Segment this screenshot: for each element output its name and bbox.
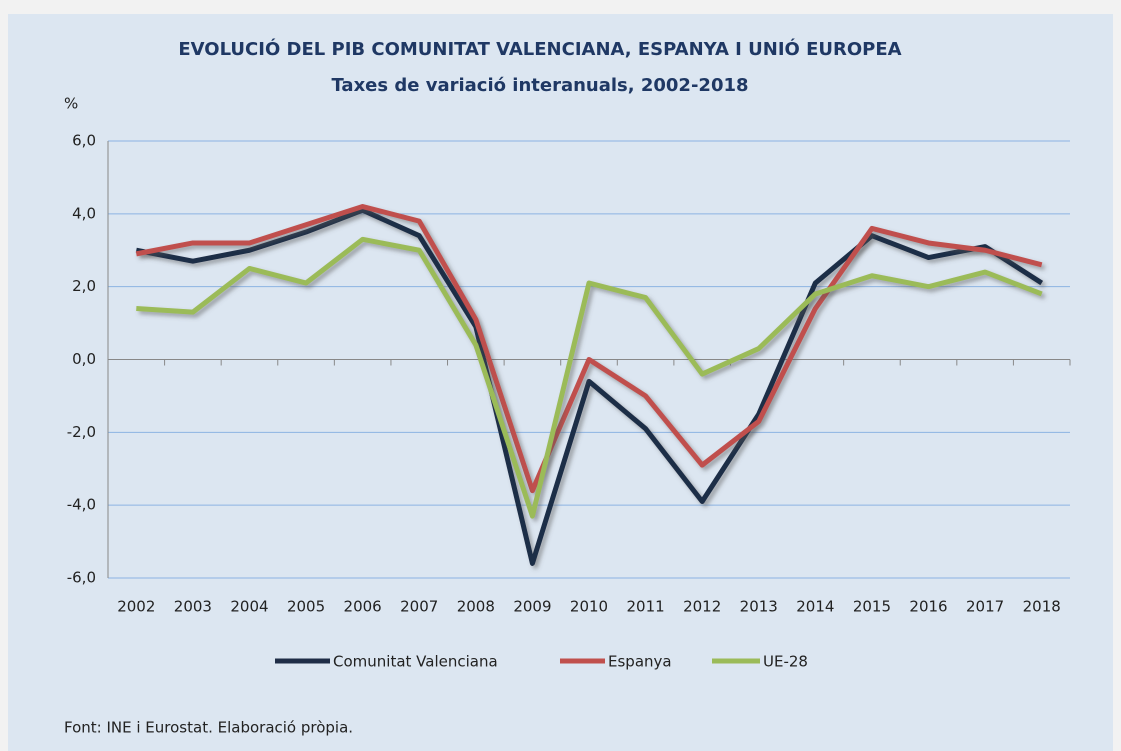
series-line — [135, 204, 1043, 494]
x-tick-label: 2007 — [400, 598, 438, 616]
x-tick-label: 2013 — [740, 598, 778, 616]
legend-label: UE-28 — [763, 653, 808, 671]
y-tick-label: 4,0 — [72, 204, 96, 222]
x-tick-label: 2014 — [796, 598, 834, 616]
y-tick-label: 0,0 — [72, 350, 96, 368]
x-tick-label: 2008 — [457, 598, 495, 616]
x-tick-label: 2006 — [344, 598, 382, 616]
x-tick-label: 2003 — [174, 598, 212, 616]
x-tick-label: 2002 — [117, 598, 155, 616]
x-tick-label: 2009 — [513, 598, 551, 616]
x-tick-label: 2004 — [230, 598, 268, 616]
y-tick-label: -4,0 — [67, 496, 96, 514]
chart-subtitle: Taxes de variació interanuals, 2002-2018 — [331, 75, 748, 96]
source-note: Font: INE i Eurostat. Elaboració pròpia. — [64, 719, 353, 737]
x-tick-label: 2012 — [683, 598, 721, 616]
x-tick-label: 2005 — [287, 598, 325, 616]
y-axis-label: % — [64, 95, 78, 113]
x-tick-label: 2010 — [570, 598, 608, 616]
x-tick-label: 2018 — [1023, 598, 1061, 616]
x-tick-label: 2017 — [966, 598, 1004, 616]
legend-label: Comunitat Valenciana — [333, 653, 498, 671]
x-tick-label: 2011 — [626, 598, 664, 616]
x-tick-label: 2015 — [853, 598, 891, 616]
y-tick-label: -6,0 — [67, 569, 96, 587]
x-tick-label: 2016 — [909, 598, 947, 616]
series-line — [135, 207, 1044, 566]
series-line — [136, 236, 1043, 519]
background — [8, 14, 1113, 751]
y-tick-label: -2,0 — [67, 423, 96, 441]
y-tick-label: 2,0 — [72, 277, 96, 295]
y-tick-label: 6,0 — [72, 132, 96, 150]
legend-label: Espanya — [608, 653, 672, 671]
chart-title: EVOLUCIÓ DEL PIB COMUNITAT VALENCIANA, E… — [178, 38, 901, 60]
